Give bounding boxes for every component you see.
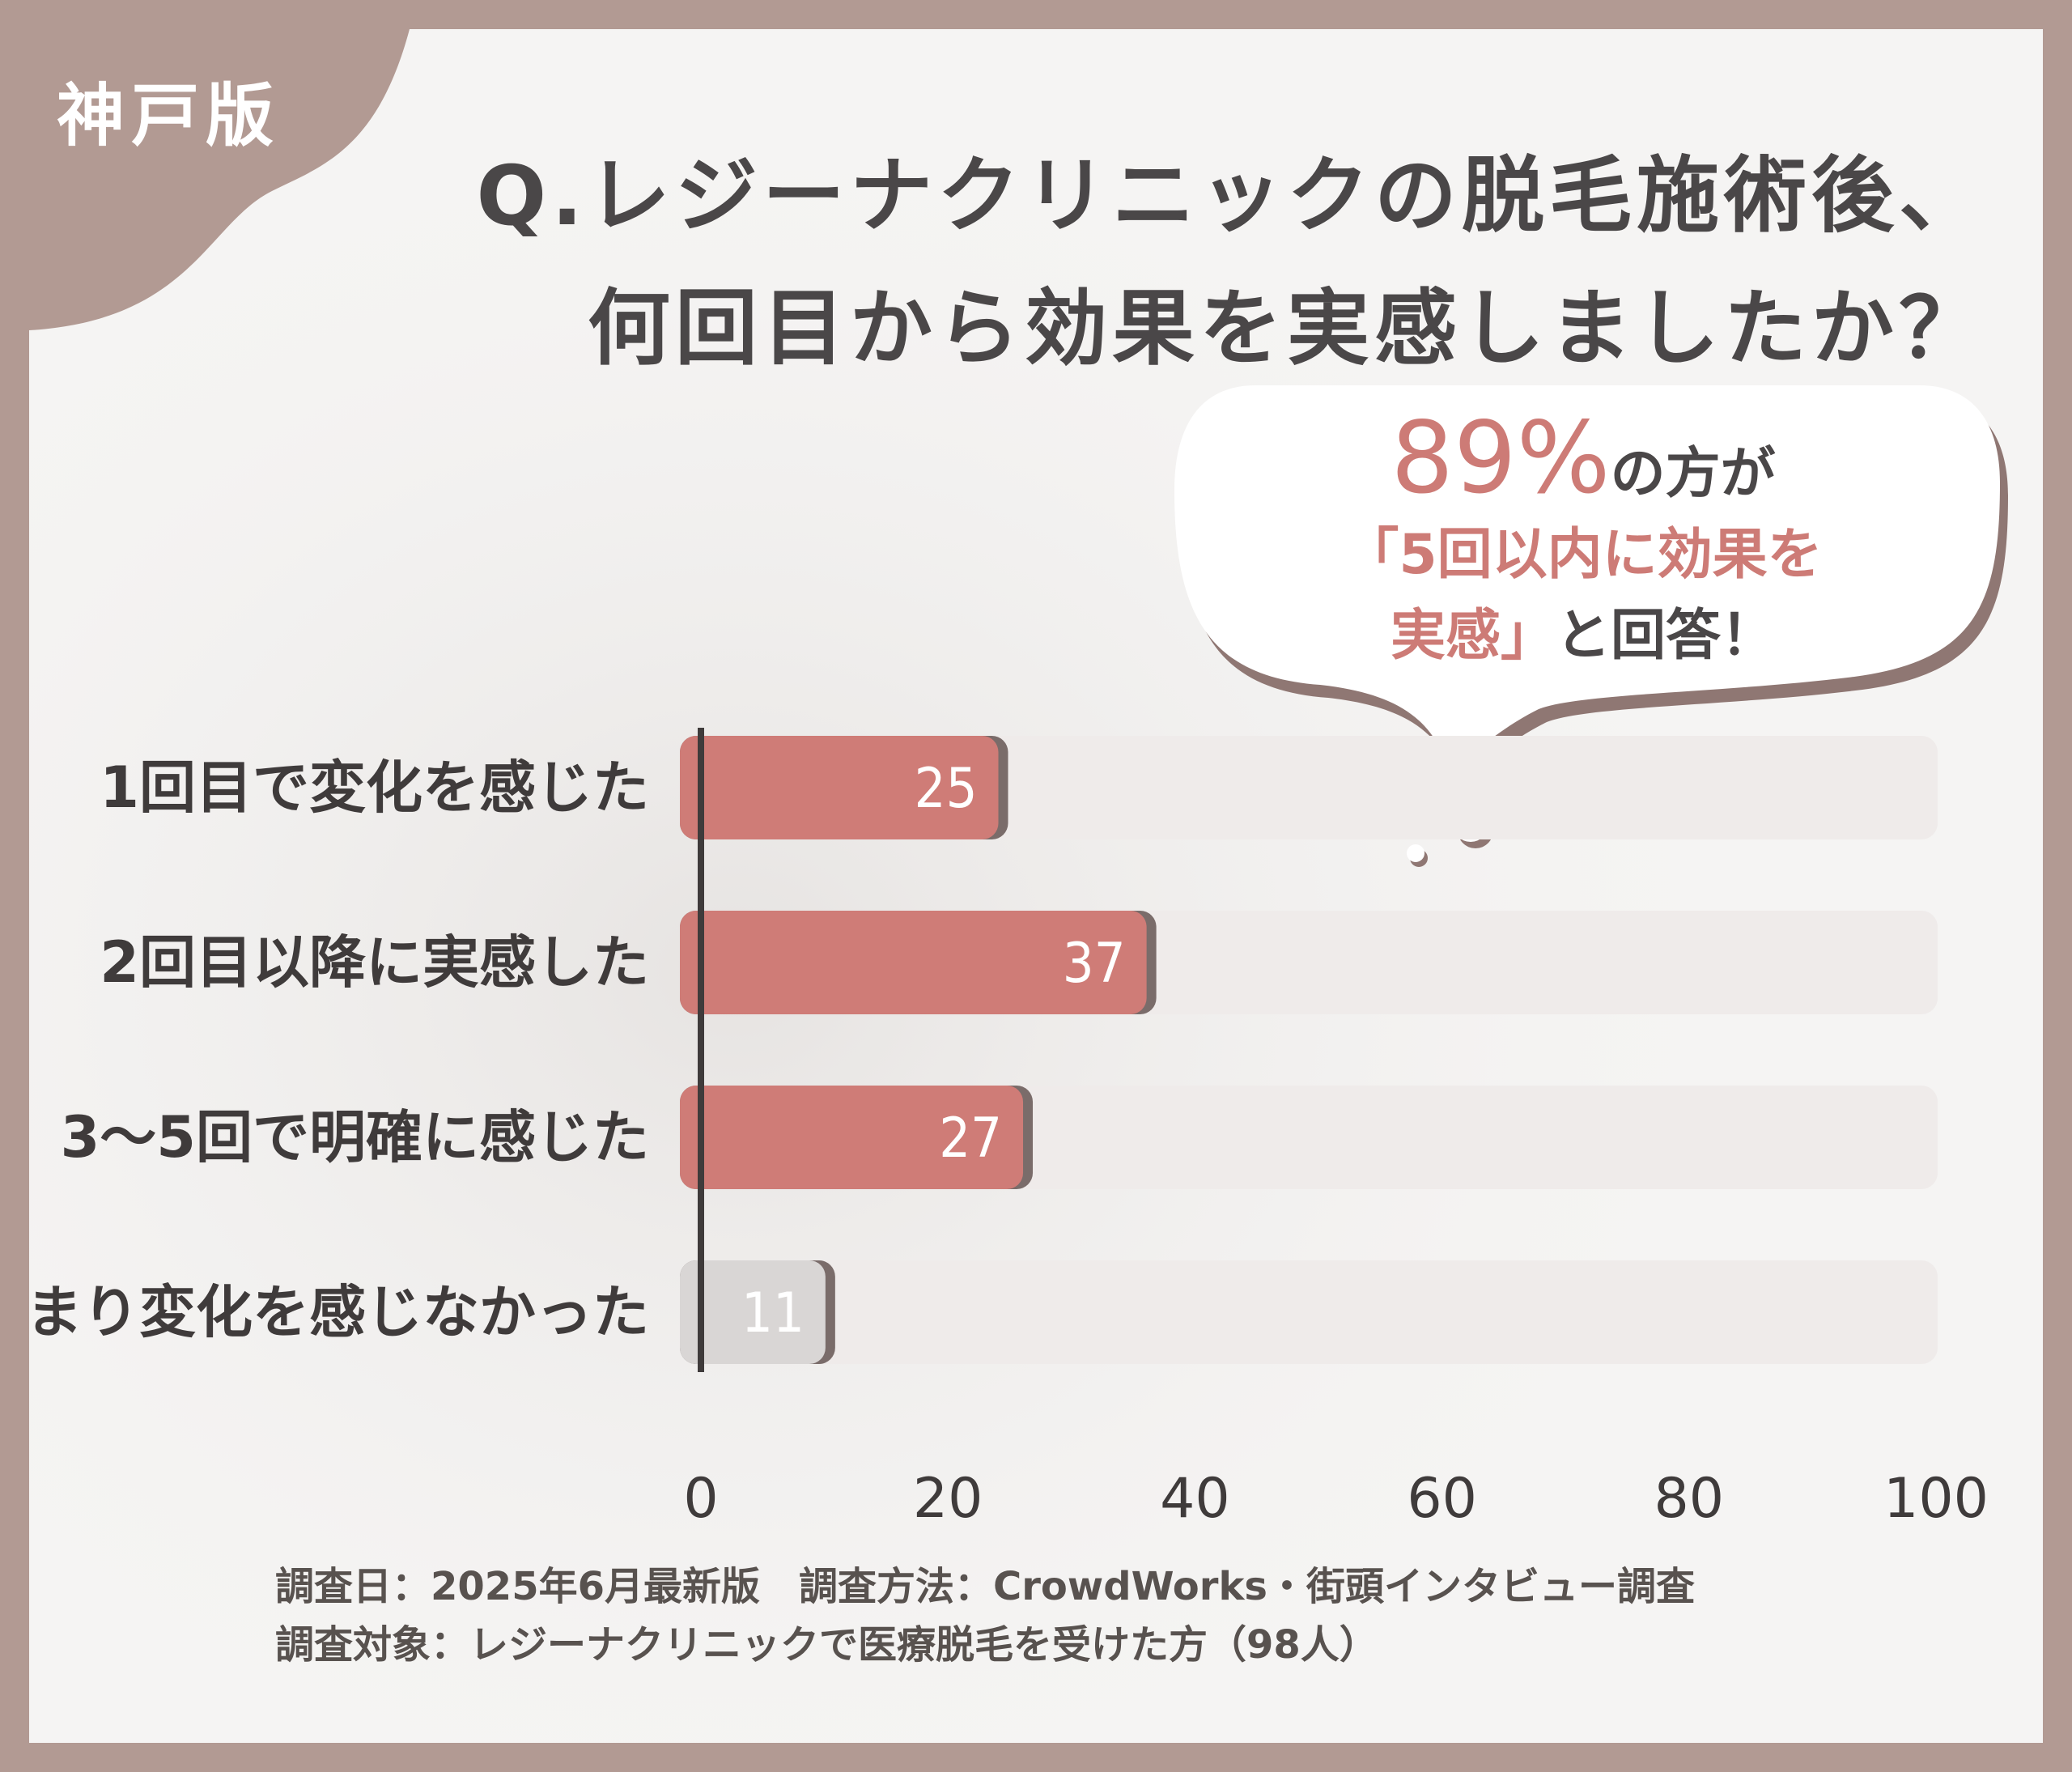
region-badge: 神戸版: [57, 76, 281, 155]
callout-percent: 89%: [1391, 401, 1611, 516]
bar-value-label: 37: [1063, 932, 1126, 996]
title-line-1: Q.レジーナクリニックの脱毛施術後、: [476, 148, 1986, 244]
bar: [680, 736, 999, 839]
callout-text: 89%の方が 「5回以内に効果を 実感」と回答！: [1195, 409, 1972, 677]
bar-chart: 25 1回目で変化を感じた 37 2回目以降に実感した 27 3〜5回で明確に感じた 11 あ…: [29, 728, 1989, 1531]
bar: [680, 1260, 826, 1364]
bar-value-label: 27: [939, 1107, 1002, 1171]
x-tick-label: 20: [913, 1467, 983, 1531]
background-shade: [29, 29, 2043, 1743]
category-label: 1回目で変化を感じた: [100, 754, 649, 821]
title-line-2: 何回目から効果を実感しましたか？: [588, 281, 1986, 377]
speech-bubble: [1174, 385, 2008, 867]
x-tick-label: 60: [1407, 1467, 1477, 1531]
category-label: あまり変化を感じなかった: [29, 1279, 649, 1345]
x-tick-label: 0: [683, 1467, 718, 1531]
callout-line3-suffix: と回答！: [1556, 604, 1777, 668]
callout-line-2: 「5回以内に効果を: [1344, 523, 1823, 587]
x-tick-label: 80: [1654, 1467, 1725, 1531]
page-title: Q.レジーナクリニックの脱毛施術後、 何回目から効果を実感しましたか？: [206, 130, 1986, 396]
callout-line-3: 実感」と回答！: [1195, 596, 1972, 677]
corner-badge-shape: [29, 29, 410, 330]
bar: [680, 911, 1147, 1014]
infographic-card: 神戸版 Q.レジーナクリニックの脱毛施術後、 何回目から効果を実感しましたか？ …: [29, 29, 2043, 1743]
footer-line-2: 調査対象：レジーナクリニックで医療脱毛を受けた方（98人）: [275, 1622, 1378, 1668]
callout-line-1: 89%の方が: [1195, 409, 1972, 515]
bar-value-label: 25: [915, 757, 978, 821]
category-label: 2回目以降に実感した: [100, 929, 649, 996]
footer-line-1: 調査日：2025年6月最新版 調査方法：CrowdWorks・街頭インタビュー調…: [275, 1564, 1695, 1609]
x-tick-label: 100: [1883, 1467, 1989, 1531]
x-tick-label: 40: [1160, 1467, 1230, 1531]
bar-track: [688, 1260, 1938, 1364]
callout-line3-accent: 実感」: [1390, 604, 1556, 668]
bar: [680, 1086, 1024, 1189]
bar-value-label: 11: [741, 1281, 805, 1345]
category-label: 3〜5回で明確に感じた: [61, 1104, 649, 1171]
callout-line1-suffix: の方が: [1610, 442, 1776, 506]
survey-footer: 調査日：2025年6月最新版 調査方法：CrowdWorks・街頭インタビュー調…: [275, 1557, 1695, 1674]
